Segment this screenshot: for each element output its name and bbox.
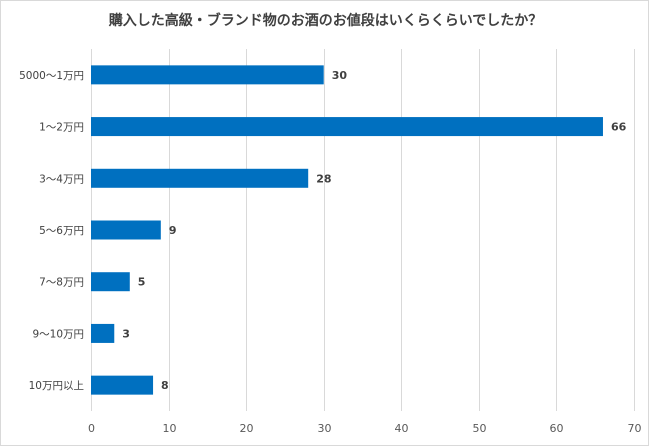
x-tick-label-70: 70 bbox=[628, 422, 642, 435]
category-label-1: 1〜2万円 bbox=[39, 122, 84, 134]
data-label-1: 66 bbox=[611, 121, 627, 134]
data-label-3: 9 bbox=[169, 224, 177, 237]
category-label-3: 5〜6万円 bbox=[39, 225, 84, 237]
category-label-0: 5000〜1万円 bbox=[19, 70, 84, 82]
labels: 0 10 20 30 40 50 60 70 5000〜1万円 30 1〜2万円 66 3〜4万円 28 5… bbox=[19, 69, 641, 435]
category-label-4: 7〜8万円 bbox=[39, 277, 84, 289]
bar-4 bbox=[91, 272, 130, 292]
bar-6 bbox=[91, 375, 154, 395]
chart-title: 購入した高級・ブランド物のお酒のお値段はいくらくらいでしたか？ bbox=[108, 13, 543, 29]
data-label-4: 5 bbox=[138, 276, 146, 289]
bar-1 bbox=[91, 117, 603, 137]
x-tick-label-30: 30 bbox=[318, 422, 332, 435]
bar-0 bbox=[91, 65, 324, 85]
bars bbox=[91, 65, 603, 395]
x-tick-label-40: 40 bbox=[395, 422, 409, 435]
category-label-6: 10万円以上 bbox=[29, 380, 84, 392]
data-label-6: 8 bbox=[161, 379, 169, 392]
bar-2 bbox=[91, 168, 309, 188]
data-label-2: 28 bbox=[316, 172, 331, 185]
data-label-0: 30 bbox=[332, 69, 348, 82]
category-label-5: 9〜10万円 bbox=[32, 328, 84, 340]
category-label-2: 3〜4万円 bbox=[39, 173, 84, 185]
data-label-5: 3 bbox=[122, 327, 130, 340]
x-tick-label-10: 10 bbox=[163, 422, 177, 435]
x-tick-label-20: 20 bbox=[240, 422, 254, 435]
bar-5 bbox=[91, 323, 115, 343]
x-tick-label-50: 50 bbox=[473, 422, 487, 435]
bar-3 bbox=[91, 220, 161, 240]
x-tick-label-0: 0 bbox=[88, 422, 95, 435]
x-tick-label-60: 60 bbox=[550, 422, 564, 435]
